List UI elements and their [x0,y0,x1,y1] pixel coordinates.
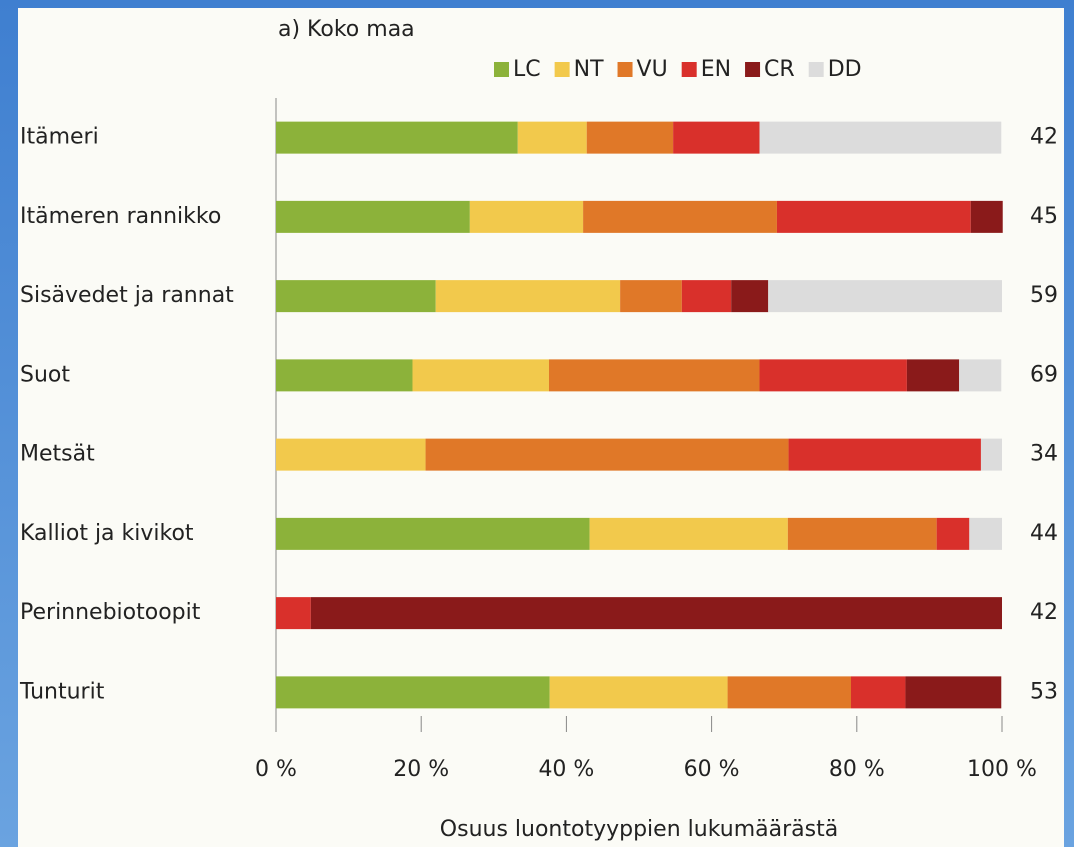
x-tick-label: 100 % [967,757,1037,782]
bar-segment [518,122,587,154]
bar-segment [311,597,1002,629]
bar-segment [436,280,620,312]
x-tick-label: 40 % [538,757,594,782]
page: a) Koko maa Osuus luontotyyppien lukumää… [0,0,1074,847]
chart-title: a) Koko maa [278,17,415,42]
bar-segment [412,359,548,391]
legend-label: VU [637,57,668,82]
chart: a) Koko maa Osuus luontotyyppien lukumää… [0,0,1074,847]
bar-segment [590,518,788,550]
bar-segment [276,359,412,391]
bar-segment [969,518,1002,550]
legend-label: EN [701,57,731,82]
bar-segment [550,676,728,708]
bar-segment [276,122,518,154]
y-tick-label: Metsät [20,442,95,467]
bar-segment [620,280,682,312]
count-label: 44 [1030,521,1058,546]
bar-segment [587,122,673,154]
bar-segment [276,201,470,233]
bar-segment [760,122,1002,154]
legend-swatch [745,62,760,77]
bar-segment [768,280,1002,312]
legend-swatch [494,62,509,77]
y-tick-label: Sisävedet ja rannat [20,283,234,308]
count-label: 45 [1030,204,1058,229]
legend-label: LC [513,57,541,82]
y-tick-label: Tunturit [19,679,105,704]
y-tick-label: Suot [20,362,70,387]
legend-swatch [682,62,697,77]
count-label: 42 [1030,600,1058,625]
count-label: 59 [1030,283,1058,308]
legend-swatch [555,62,570,77]
bar-segment [731,280,768,312]
count-label: 69 [1030,362,1058,387]
count-label: 34 [1030,442,1058,467]
bar-segment [276,597,311,629]
bar-segment [728,676,851,708]
count-label: 53 [1030,679,1058,704]
bar-segment [971,201,1003,233]
legend-swatch [618,62,633,77]
bar-segment [959,359,1001,391]
y-tick-label: Perinnebiotoopit [20,600,201,625]
bar-segment [276,676,550,708]
legend-label: NT [574,57,604,82]
count-label: 42 [1030,125,1058,150]
bar-segment [788,518,937,550]
x-axis-label: Osuus luontotyyppien lukumäärästä [440,817,838,842]
bar-segment [583,201,777,233]
bar-segment [760,359,907,391]
bar-segment [777,201,971,233]
bar-segment [981,439,1002,471]
bar-segment [905,676,1001,708]
x-tick-label: 60 % [684,757,740,782]
bar-segment [789,439,981,471]
bar-segment [907,359,959,391]
y-tick-label: Itämeri [20,125,99,150]
bar-segment [682,280,731,312]
y-tick-label: Kalliot ja kivikot [20,521,194,546]
legend-swatch [809,62,824,77]
y-tick-label: Itämeren rannikko [20,204,221,229]
x-tick-label: 0 % [255,757,297,782]
legend-label: DD [828,57,862,82]
bar-segment [276,280,436,312]
bar-segment [937,518,970,550]
bar-segment [851,676,905,708]
bar-segment [276,439,426,471]
x-tick-label: 80 % [829,757,885,782]
bar-segment [549,359,760,391]
legend-label: CR [764,57,795,82]
bar-segment [673,122,759,154]
bar-segment [470,201,583,233]
bar-segment [276,518,590,550]
bar-segment [426,439,789,471]
x-tick-label: 20 % [393,757,449,782]
